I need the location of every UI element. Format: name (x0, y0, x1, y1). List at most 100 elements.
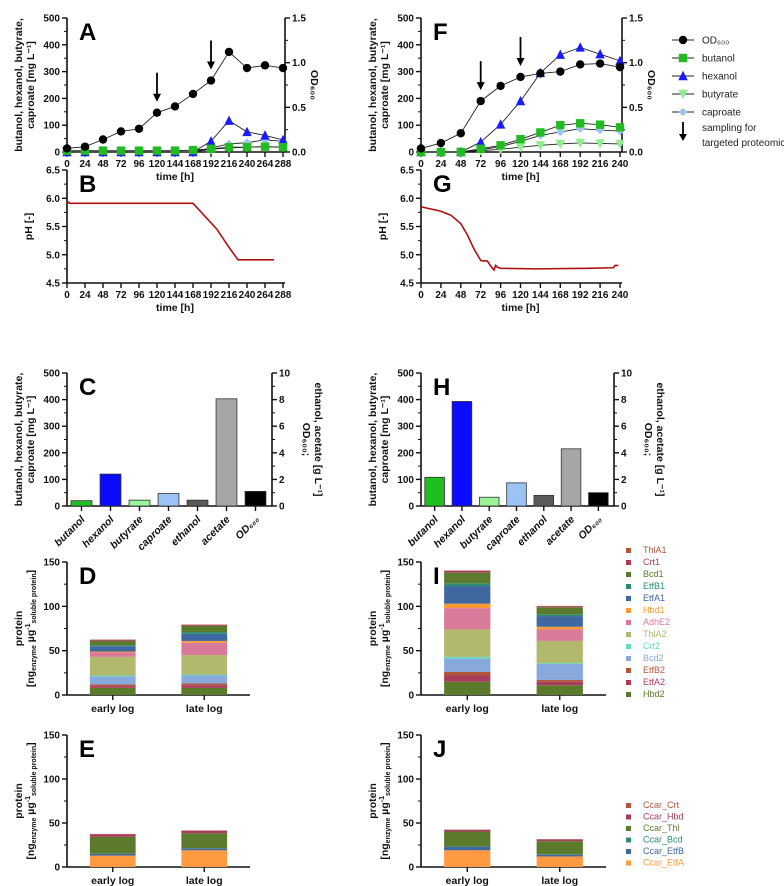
legend-label: targeted proteomics (702, 138, 784, 149)
x-tick-label: 120 (149, 290, 166, 301)
x-tick-label: 48 (97, 290, 109, 301)
data-point-OD600 (576, 60, 585, 69)
x-tick-label: 72 (475, 159, 487, 170)
y-axis-title-part: soluble protein (31, 573, 38, 623)
y-tick-label: 6.0 (400, 194, 414, 205)
y-axis-title: [ngenzyme µg-1soluble protein] (379, 742, 392, 859)
bar-segment-Hbd2 (181, 687, 228, 695)
y-tick-label: 500 (43, 14, 60, 25)
x-tick-label: late log (541, 875, 578, 886)
bar-acetate (560, 448, 582, 507)
legend-swatch (626, 803, 631, 808)
y-axis-title-part: -1 (25, 623, 32, 629)
bar-segment-Ccar_Hbd (444, 829, 491, 832)
data-point-OD600 (516, 72, 525, 82)
legend-label: Ccar_Hbd (643, 812, 684, 822)
x-tick-label: early log (446, 703, 489, 715)
bar-caproate (157, 493, 180, 507)
y-tick-label: 2 (279, 475, 285, 486)
x-tick-label: 72 (475, 290, 487, 301)
y-axis-title-part: -1 (25, 796, 32, 802)
y-tick-label: 4.5 (46, 279, 60, 290)
y-tick-label: 100 (43, 475, 60, 486)
legend-swatch (626, 849, 631, 854)
legend-swatch (626, 692, 631, 697)
y-axis-title-right: ethanol, acetate [g L⁻¹] (654, 382, 666, 496)
data-point-butanol (98, 146, 108, 155)
x-tick-label: 120 (149, 159, 166, 170)
bar-segment-Ccar_Thl (444, 831, 491, 847)
y-tick-label: 50 (403, 646, 415, 657)
data-point-butanol (576, 119, 585, 128)
y-axis-title: protein (367, 611, 379, 647)
y-tick-label: 500 (43, 369, 60, 380)
bar-segment-Crt1 (444, 570, 491, 573)
legend-item: hexanol (672, 70, 737, 83)
bar-butanol (424, 476, 445, 507)
y-axis-title-part: [ng (379, 843, 391, 859)
bar-segment-Crt2 (444, 656, 491, 659)
legend-label: butyrate (702, 90, 739, 101)
y-tick-label: 6 (621, 422, 627, 433)
y-tick-label: 200 (43, 94, 60, 105)
x-tick-label: 120 (512, 159, 529, 170)
y-axis-title-part: ] (379, 570, 391, 574)
data-point-OD600 (536, 69, 545, 78)
y-tick-label: 6.5 (46, 166, 60, 177)
x-tick-label: 96 (495, 290, 507, 301)
bar-segment-Crt1 (536, 606, 583, 608)
bar-segment-EtfB2 (89, 684, 136, 687)
bar-segment-Ccar_Thl (181, 833, 228, 849)
x-tick-label: 24 (79, 159, 91, 170)
legend-label: butanol (702, 54, 735, 65)
legend-label: ThlA1 (643, 545, 667, 555)
data-point-butanol (278, 142, 288, 152)
legend-item: Crt1 (626, 557, 660, 567)
legend-label: Ccar_EtfB (643, 846, 684, 856)
panel-letter: J (433, 736, 446, 763)
y-tick-label: 100 (397, 602, 414, 613)
bar-segment-Hbd2 (89, 687, 136, 695)
y-axis-title-part: enzyme (31, 645, 38, 671)
y-axis-title: protein (367, 783, 379, 819)
y-tick-label: 150 (43, 731, 60, 742)
y-tick-label: 0 (408, 148, 414, 159)
bar-segment-Ccar_Thl (536, 841, 583, 855)
y-tick-label: 200 (397, 448, 414, 459)
legend-item: EtfB2 (626, 665, 665, 675)
legend-item: butyrate (672, 90, 739, 101)
y-tick-label: 0 (54, 863, 60, 874)
bar-segment-Ccar_EtfB (444, 846, 491, 851)
legend-label: Hbd2 (643, 689, 665, 699)
x-tick-label: early log (446, 875, 489, 886)
x-tick-label: 144 (167, 290, 184, 301)
data-point-butanol (516, 134, 525, 144)
legend-item: ThlA1 (626, 545, 667, 555)
ph-line (66, 201, 274, 261)
y-tick-label: 0 (54, 148, 60, 159)
y-axis-title-part: [ng (25, 671, 37, 687)
legend-item: Ccar_EtfB (626, 846, 684, 856)
y-axis-title-part: protein (13, 783, 25, 819)
y-axis-title: caproate [mg L⁻¹] (379, 396, 391, 484)
data-point-caproate (242, 138, 252, 147)
y-axis-title: caproate [mg L⁻¹] (379, 41, 391, 129)
data-point-butyrate (535, 141, 546, 151)
sampling-arrow-icon (207, 40, 215, 70)
legend-item: caproate (672, 108, 741, 119)
x-tick-label: 0 (64, 159, 70, 170)
y-axis-title-part: soluble protein (31, 746, 38, 796)
y-tick-label: 0.0 (629, 148, 643, 159)
y-axis-title-part: enzyme (31, 818, 38, 844)
bar-segment-Crt2 (89, 675, 136, 677)
x-tick-label: 192 (203, 159, 220, 170)
bar-segment-Bcd1 (444, 572, 491, 584)
legend-item: EtfA2 (626, 677, 665, 687)
x-tick-label: 72 (115, 159, 127, 170)
bar-segment-AdhE2 (536, 629, 583, 641)
legend-swatch (626, 668, 631, 673)
data-point-OD600 (152, 108, 162, 117)
y-tick-label: 400 (43, 395, 60, 406)
